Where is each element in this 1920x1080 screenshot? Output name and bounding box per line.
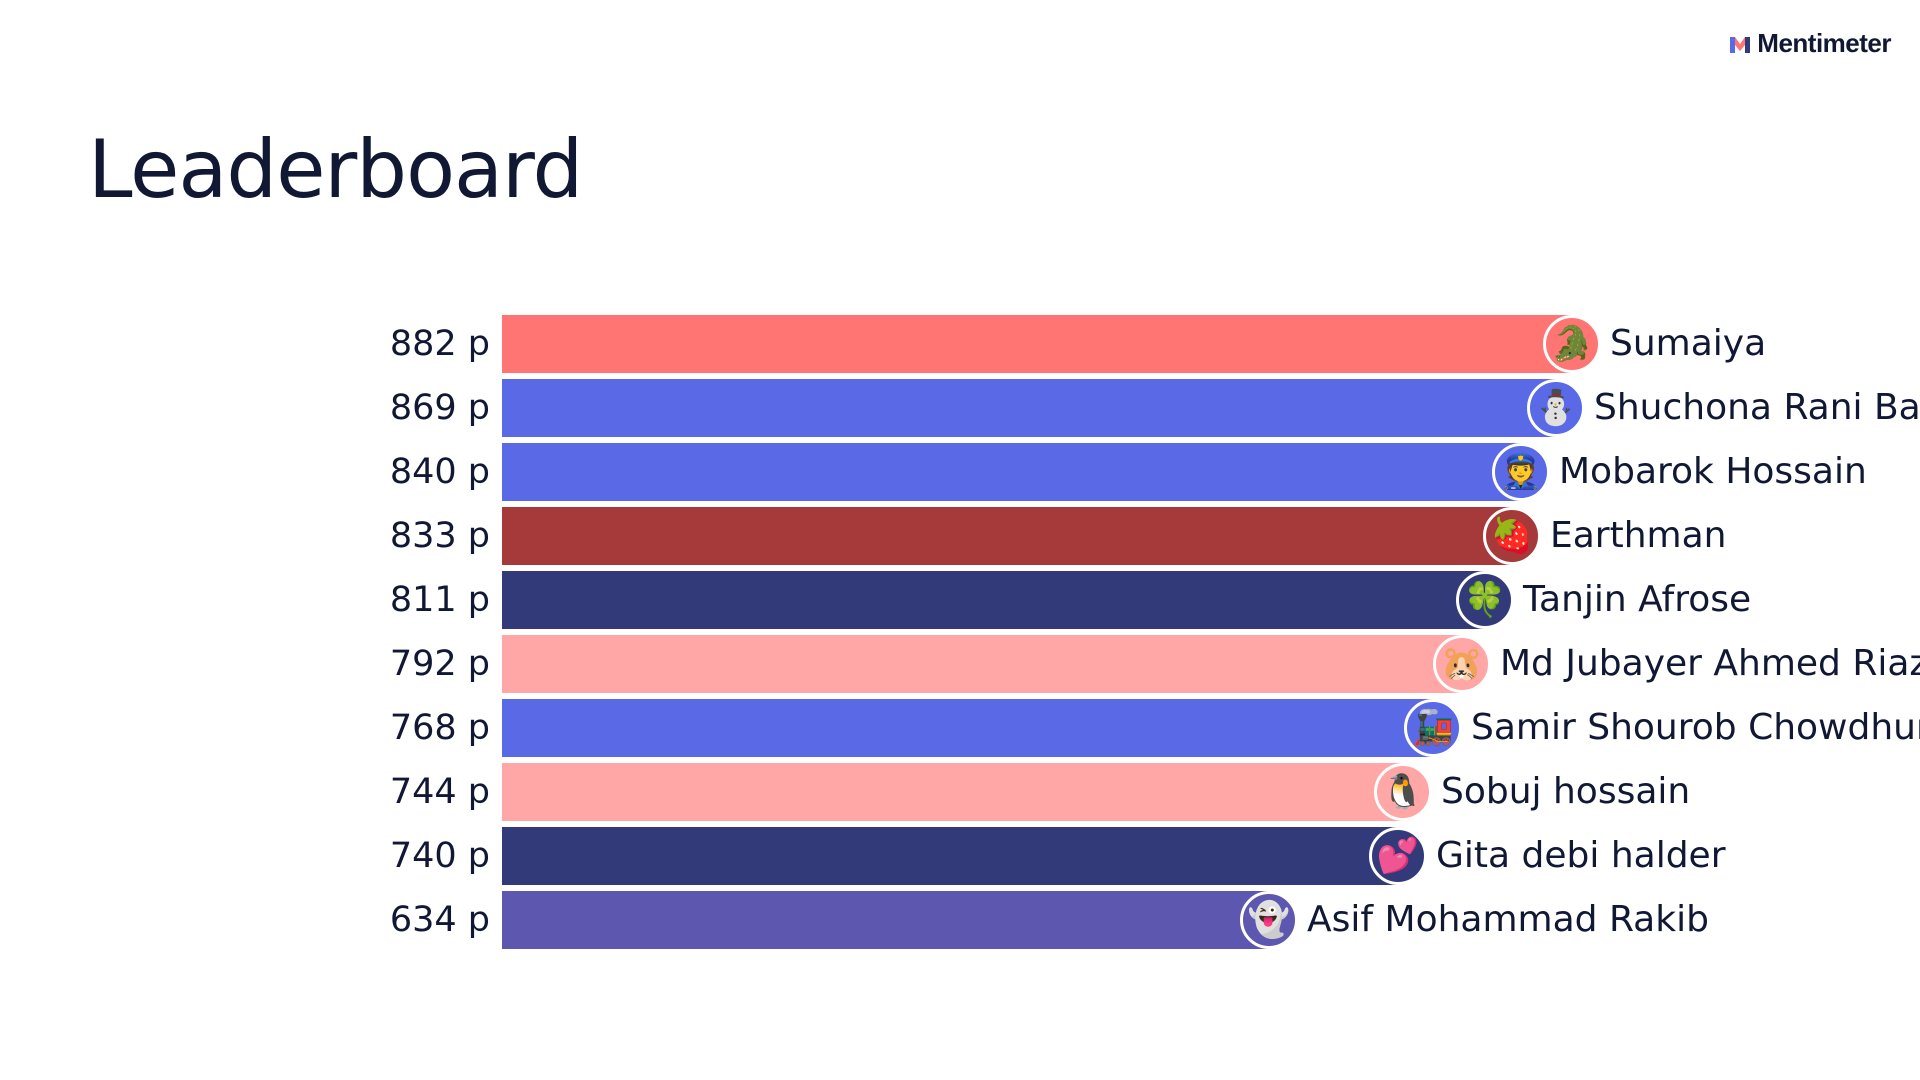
score-label: 740 p bbox=[389, 836, 490, 876]
score-bar bbox=[502, 507, 1512, 565]
page-title: Leaderboard bbox=[88, 123, 583, 216]
brand-name: Mentimeter bbox=[1757, 28, 1891, 58]
score-label: 840 p bbox=[389, 452, 490, 492]
score-label: 792 p bbox=[389, 644, 490, 684]
player-name: Mobarok Hossain bbox=[1559, 451, 1867, 492]
player-name: Sumaiya bbox=[1610, 323, 1767, 364]
leaderboard-row: 811 p 🍀 Tanjin Afrose bbox=[0, 571, 1920, 629]
two-hearts-icon: 💕 bbox=[1369, 827, 1427, 885]
score-label: 744 p bbox=[389, 772, 490, 812]
ghost-icon: 👻 bbox=[1240, 891, 1298, 949]
score-bar bbox=[502, 763, 1403, 821]
score-label: 768 p bbox=[389, 708, 490, 748]
police-officer-icon: 👮 bbox=[1492, 443, 1550, 501]
leaderboard-row: 740 p 💕 Gita debi halder bbox=[0, 827, 1920, 885]
leaderboard-row: 634 p 👻 Asif Mohammad Rakib bbox=[0, 891, 1920, 949]
score-label: 634 p bbox=[389, 900, 490, 940]
player-name: Earthman bbox=[1550, 515, 1727, 556]
crocodile-icon: 🐊 bbox=[1543, 315, 1601, 373]
player-name: Sobuj hossain bbox=[1441, 771, 1691, 812]
four-leaf-clover-icon: 🍀 bbox=[1456, 571, 1514, 629]
player-name: Tanjin Afrose bbox=[1523, 579, 1752, 620]
score-bar bbox=[502, 443, 1521, 501]
player-name: Samir Shourob Chowdhury bbox=[1471, 707, 1920, 748]
score-bar bbox=[502, 699, 1433, 757]
snowman-icon: ⛄ bbox=[1527, 379, 1585, 437]
player-name: Md Jubayer Ahmed Riaz bbox=[1500, 643, 1920, 684]
score-bar bbox=[502, 315, 1572, 373]
brand: Mentimeter bbox=[1729, 28, 1891, 59]
player-name: Shuchona Rani Banik bbox=[1594, 387, 1920, 428]
score-bar bbox=[502, 379, 1556, 437]
penguin-icon: 🐧 bbox=[1374, 763, 1432, 821]
score-label: 811 p bbox=[389, 580, 490, 620]
leaderboard-row: 792 p 🐹 Md Jubayer Ahmed Riaz bbox=[0, 635, 1920, 693]
leaderboard-row: 744 p 🐧 Sobuj hossain bbox=[0, 763, 1920, 821]
leaderboard-row: 882 p 🐊 Sumaiya bbox=[0, 315, 1920, 373]
score-label: 833 p bbox=[389, 516, 490, 556]
leaderboard-row: 768 p 🚂 Samir Shourob Chowdhury bbox=[0, 699, 1920, 757]
leaderboard-row: 840 p 👮 Mobarok Hossain bbox=[0, 443, 1920, 501]
strawberry-icon: 🍓 bbox=[1483, 507, 1541, 565]
player-name: Gita debi halder bbox=[1436, 835, 1726, 876]
hamster-icon: 🐹 bbox=[1433, 635, 1491, 693]
locomotive-icon: 🚂 bbox=[1404, 699, 1462, 757]
mentimeter-logo-icon bbox=[1730, 36, 1751, 53]
score-bar bbox=[502, 827, 1398, 885]
score-bar bbox=[502, 571, 1485, 629]
score-bar bbox=[502, 891, 1269, 949]
score-bar bbox=[502, 635, 1462, 693]
score-label: 869 p bbox=[389, 388, 490, 428]
leaderboard-row: 833 p 🍓 Earthman bbox=[0, 507, 1920, 565]
leaderboard-row: 869 p ⛄Shuchona Rani Banik bbox=[0, 379, 1920, 437]
player-name: Asif Mohammad Rakib bbox=[1307, 899, 1709, 940]
score-label: 882 p bbox=[389, 324, 490, 364]
